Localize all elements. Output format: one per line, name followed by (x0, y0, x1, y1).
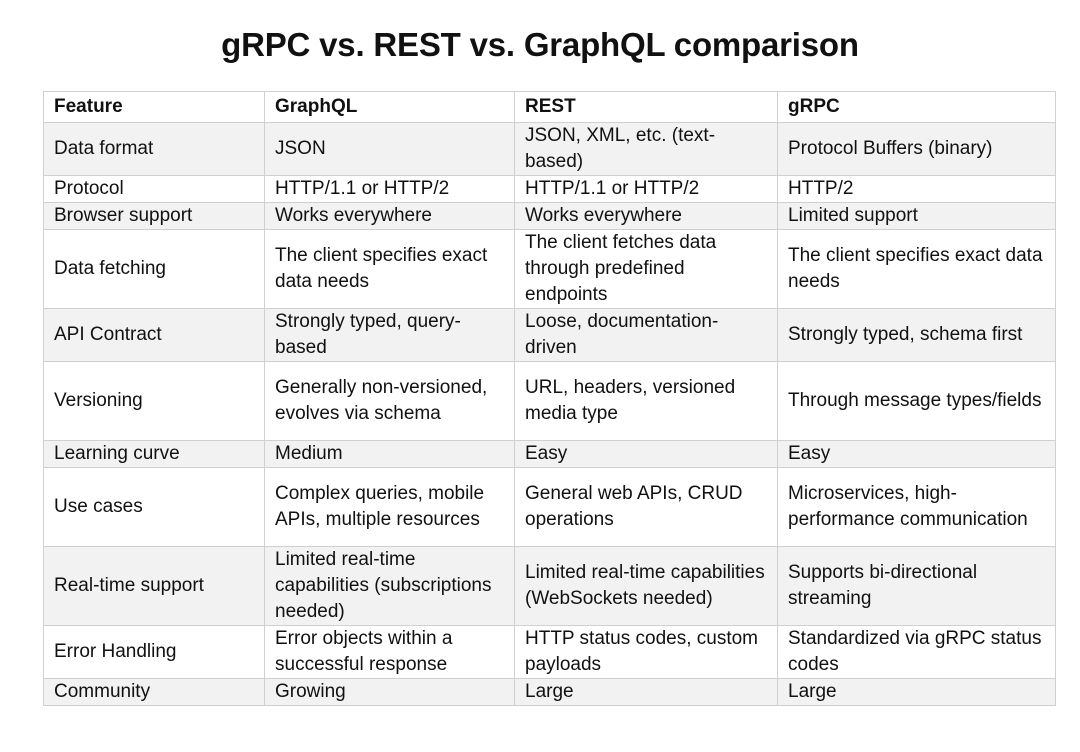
rest-cell: Works everywhere (514, 202, 778, 230)
grpc-cell: Supports bi-directional streaming (777, 546, 1056, 626)
grpc-cell: Easy (777, 440, 1056, 468)
grpc-cell: Large (777, 678, 1056, 706)
feature-cell: Community (43, 678, 265, 706)
header-rest: REST (514, 91, 778, 123)
graphql-cell: Strongly typed, query-based (264, 308, 515, 362)
feature-cell: Browser support (43, 202, 265, 230)
table-row: Data fetching The client specifies exact … (43, 229, 1056, 309)
graphql-cell: The client specifies exact data needs (264, 229, 515, 309)
rest-cell: URL, headers, versioned media type (514, 361, 778, 441)
header-row: Feature GraphQL REST gRPC (43, 91, 1056, 123)
header-graphql: GraphQL (264, 91, 515, 123)
feature-cell: Real-time support (43, 546, 265, 626)
grpc-cell: Strongly typed, schema first (777, 308, 1056, 362)
table-header: Feature GraphQL REST gRPC (43, 91, 1056, 123)
header-feature: Feature (43, 91, 265, 123)
rest-cell: Large (514, 678, 778, 706)
rest-cell: Easy (514, 440, 778, 468)
rest-cell: JSON, XML, etc. (text-based) (514, 122, 778, 176)
table-row: Use cases Complex queries, mobile APIs, m… (43, 467, 1056, 547)
grpc-cell: Limited support (777, 202, 1056, 230)
rest-cell: The client fetches data through predefin… (514, 229, 778, 309)
table-row: API Contract Strongly typed, query-based L… (43, 308, 1056, 362)
comparison-table-container: Feature GraphQL REST gRPC Data format JSO… (43, 91, 1056, 706)
grpc-cell: Protocol Buffers (binary) (777, 122, 1056, 176)
graphql-cell: JSON (264, 122, 515, 176)
rest-cell: Loose, documentation-driven (514, 308, 778, 362)
graphql-cell: Growing (264, 678, 515, 706)
graphql-cell: Generally non-versioned, evolves via sch… (264, 361, 515, 441)
page-title: gRPC vs. REST vs. GraphQL comparison (221, 26, 859, 63)
feature-cell: Learning curve (43, 440, 265, 468)
feature-cell: Error Handling (43, 625, 265, 679)
graphql-cell: Works everywhere (264, 202, 515, 230)
table-row: Versioning Generally non-versioned, evolv… (43, 361, 1056, 441)
table-row: Protocol HTTP/1.1 or HTTP/2 HTTP/1.1 or HT… (43, 175, 1056, 203)
rest-cell: Limited real-time capabilities (WebSocke… (514, 546, 778, 626)
feature-cell: Data format (43, 122, 265, 176)
grpc-cell: Microservices, high-performance communic… (777, 467, 1056, 547)
table-row: Community Growing Large Large (43, 678, 1056, 706)
feature-cell: Use cases (43, 467, 265, 547)
table-row: Real-time support Limited real-time capab… (43, 546, 1056, 626)
feature-cell: Protocol (43, 175, 265, 203)
grpc-cell: Through message types/fields (777, 361, 1056, 441)
feature-cell: Versioning (43, 361, 265, 441)
graphql-cell: HTTP/1.1 or HTTP/2 (264, 175, 515, 203)
comparison-table: Feature GraphQL REST gRPC Data format JSO… (43, 91, 1056, 706)
table-body: Data format JSON JSON, XML, etc. (text-bas… (43, 122, 1056, 706)
grpc-cell: Standardized via gRPC status codes (777, 625, 1056, 679)
table-row: Browser support Works everywhere Works eve… (43, 202, 1056, 230)
graphql-cell: Error objects within a successful respon… (264, 625, 515, 679)
graphql-cell: Limited real-time capabilities (subscrip… (264, 546, 515, 626)
table-row: Learning curve Medium Easy Easy (43, 440, 1056, 468)
graphql-cell: Medium (264, 440, 515, 468)
feature-cell: API Contract (43, 308, 265, 362)
table-row: Data format JSON JSON, XML, etc. (text-bas… (43, 122, 1056, 176)
table-row: Error Handling Error objects within a suc… (43, 625, 1056, 679)
rest-cell: HTTP status codes, custom payloads (514, 625, 778, 679)
rest-cell: HTTP/1.1 or HTTP/2 (514, 175, 778, 203)
graphql-cell: Complex queries, mobile APIs, multiple r… (264, 467, 515, 547)
rest-cell: General web APIs, CRUD operations (514, 467, 778, 547)
grpc-cell: The client specifies exact data needs (777, 229, 1056, 309)
feature-cell: Data fetching (43, 229, 265, 309)
grpc-cell: HTTP/2 (777, 175, 1056, 203)
header-grpc: gRPC (777, 91, 1056, 123)
